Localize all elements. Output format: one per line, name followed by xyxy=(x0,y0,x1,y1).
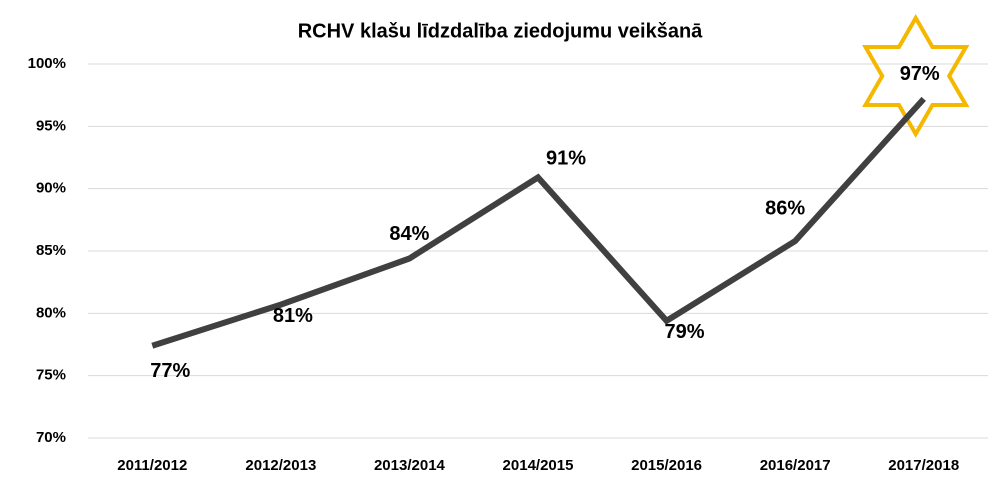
y-tick-label: 70% xyxy=(36,429,66,446)
data-label: 97% xyxy=(900,63,940,85)
data-label: 86% xyxy=(765,197,805,219)
data-label: 79% xyxy=(665,321,705,343)
star-highlight xyxy=(862,14,970,138)
x-tick-label: 2016/2017 xyxy=(760,457,831,474)
data-label: 81% xyxy=(273,305,313,327)
data-label: 91% xyxy=(546,148,586,170)
chart-title: RCHV klašu līdzdalība ziedojumu veikšanā xyxy=(298,20,703,42)
x-tick-label: 2017/2018 xyxy=(888,457,959,474)
data-label: 77% xyxy=(150,360,190,382)
x-tick-label: 2013/2014 xyxy=(374,457,446,474)
x-tick-label: 2015/2016 xyxy=(631,457,702,474)
y-tick-label: 80% xyxy=(36,304,66,321)
x-tick-label: 2012/2013 xyxy=(245,457,316,474)
data-label: 84% xyxy=(389,223,429,245)
line xyxy=(151,96,926,349)
x-tick-label: 2011/2012 xyxy=(117,457,187,474)
y-tick-label: 85% xyxy=(36,242,66,259)
y-tick-label: 95% xyxy=(36,117,66,134)
y-tick-label: 90% xyxy=(36,180,66,197)
y-tick-label: 100% xyxy=(28,55,66,72)
y-tick-label: 75% xyxy=(36,367,66,384)
x-tick-label: 2014/2015 xyxy=(503,457,574,474)
